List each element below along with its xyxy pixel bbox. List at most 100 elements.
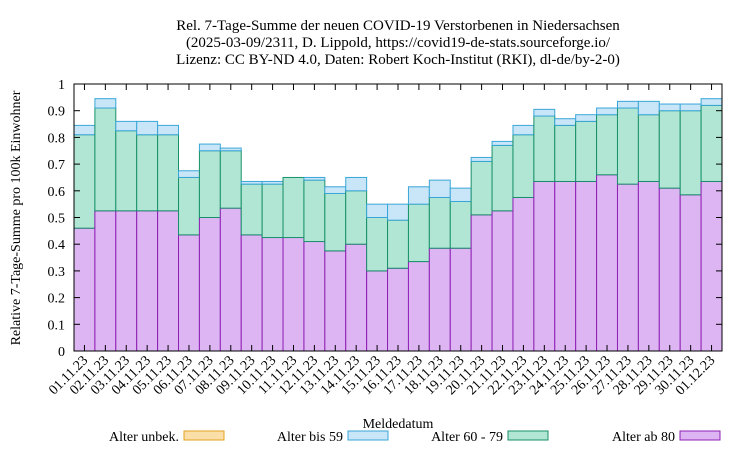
bar-alter-ab-80-30 — [700, 180, 723, 352]
bar-alter-60-79-19 — [470, 160, 493, 216]
bar-alter-bis-59-14 — [366, 203, 389, 218]
legend: Alter unbek. Alter bis 59 Alter 60 - 79 Alt… — [109, 430, 721, 445]
bar-alter-ab-80-22 — [533, 180, 556, 352]
bar-alter-60-79-14 — [366, 217, 389, 272]
bar-alter-ab-80-27 — [637, 180, 660, 352]
bar-alter-ab-80-17 — [428, 247, 451, 352]
bar-alter-ab-80-8 — [240, 234, 263, 352]
legend-label-alter-bis-59: Alter bis 59 — [277, 430, 343, 445]
bars-group — [73, 98, 723, 352]
bar-alter-ab-80-26 — [616, 183, 639, 352]
bar-alter-bis-59-7 — [219, 147, 242, 152]
bar-alter-ab-80-19 — [470, 214, 493, 352]
legend-swatch-alter-ab-80 — [679, 430, 721, 441]
bar-alter-bis-59-13 — [345, 176, 368, 192]
y-tick-label: 0.5 — [48, 212, 66, 227]
bar-alter-60-79-21 — [512, 134, 535, 198]
chart-title: Rel. 7-Tage-Summe der neuen COVID-19 Ver… — [176, 18, 620, 68]
bar-alter-60-79-9 — [261, 183, 284, 239]
bar-alter-ab-80-7 — [219, 207, 242, 352]
bar-alter-bis-59-11 — [303, 176, 326, 181]
legend-swatch-alter-bis-59 — [347, 430, 389, 441]
bar-alter-ab-80-15 — [387, 267, 409, 352]
bar-alter-bis-59-20 — [491, 140, 514, 146]
bar-alter-bis-59-19 — [470, 156, 493, 162]
bar-alter-60-79-0 — [73, 134, 96, 229]
bar-alter-60-79-8 — [240, 183, 263, 236]
bar-alter-60-79-4 — [157, 134, 180, 212]
y-tick-label: 0.1 — [48, 318, 66, 333]
bar-alter-60-79-24 — [575, 120, 598, 182]
bar-alter-bis-59-0 — [73, 124, 96, 136]
bar-alter-ab-80-2 — [115, 210, 138, 352]
bar-alter-ab-80-29 — [679, 194, 702, 352]
bar-alter-60-79-26 — [616, 107, 639, 185]
bar-alter-60-79-13 — [345, 190, 368, 245]
chart-title-line-2: (2025-03-09/2311, D. Lippold, https://co… — [186, 35, 611, 51]
bar-alter-60-79-3 — [136, 134, 159, 212]
bar-alter-ab-80-25 — [596, 174, 618, 352]
bar-alter-bis-59-23 — [554, 118, 577, 126]
bar-alter-bis-59-29 — [679, 103, 702, 112]
bar-alter-60-79-7 — [219, 150, 242, 209]
bar-alter-60-79-18 — [449, 200, 472, 249]
bar-alter-60-79-17 — [428, 196, 451, 249]
bar-alter-ab-80-16 — [407, 261, 430, 352]
y-tick-label: 0.4 — [48, 238, 66, 253]
legend-swatch-alter-60-79 — [507, 430, 549, 441]
chart-title-line-1: Rel. 7-Tage-Summe der neuen COVID-19 Ver… — [176, 18, 620, 34]
bar-alter-ab-80-1 — [94, 210, 117, 352]
chart-title-line-3: Lizenz: CC BY-ND 4.0, Daten: Robert Koch… — [176, 52, 620, 68]
bar-alter-bis-59-24 — [575, 114, 598, 122]
bar-alter-60-79-16 — [407, 203, 430, 263]
bar-alter-bis-59-3 — [136, 120, 159, 136]
legend-label-alter-60-79: Alter 60 - 79 — [431, 430, 503, 445]
bar-alter-60-79-30 — [700, 104, 723, 182]
bar-alter-ab-80-21 — [512, 196, 535, 352]
bar-alter-60-79-28 — [658, 110, 681, 189]
bar-alter-60-79-23 — [554, 124, 577, 182]
y-axis-label: Relative 7-Tage-Summe pro 100k Einwohner — [9, 90, 24, 345]
bar-alter-bis-59-15 — [387, 203, 409, 221]
bar-alter-60-79-15 — [387, 219, 409, 269]
bar-alter-ab-80-24 — [575, 180, 598, 352]
legend-label-alter-ab-80: Alter ab 80 — [612, 430, 675, 445]
bar-alter-ab-80-6 — [198, 217, 221, 352]
bar-alter-ab-80-0 — [73, 227, 96, 352]
bar-alter-bis-59-8 — [240, 180, 263, 185]
bar-alter-60-79-6 — [198, 150, 221, 218]
bar-alter-bis-59-5 — [178, 170, 200, 178]
bar-alter-bis-59-2 — [115, 120, 138, 132]
bar-alter-bis-59-22 — [533, 108, 556, 117]
bar-alter-60-79-25 — [596, 114, 618, 176]
bar-alter-bis-59-6 — [198, 143, 221, 152]
bar-alter-60-79-10 — [282, 176, 305, 239]
y-tick-label: 0.3 — [48, 265, 66, 280]
bar-alter-bis-59-21 — [512, 124, 535, 136]
bar-alter-bis-59-25 — [596, 107, 618, 116]
y-tick-label: 1 — [58, 78, 65, 93]
bar-alter-60-79-29 — [679, 110, 702, 196]
bar-alter-60-79-12 — [324, 192, 347, 252]
bar-alter-ab-80-11 — [303, 241, 326, 352]
bar-alter-ab-80-4 — [157, 210, 180, 352]
bar-alter-bis-59-1 — [94, 98, 117, 109]
bar-alter-ab-80-14 — [366, 270, 389, 352]
legend-swatch-alter-unbek- — [183, 430, 225, 441]
legend-label-alter-unbek-: Alter unbek. — [109, 430, 179, 445]
bar-alter-ab-80-23 — [554, 180, 577, 352]
bar-alter-bis-59-16 — [407, 186, 430, 205]
y-tick-label: 0.9 — [48, 105, 66, 120]
y-tick-label: 0.7 — [48, 158, 66, 173]
bar-alter-60-79-20 — [491, 144, 514, 212]
y-tick-label: 0.6 — [48, 185, 66, 200]
bar-alter-bis-59-9 — [261, 180, 284, 185]
bar-alter-bis-59-28 — [658, 103, 681, 112]
bar-alter-60-79-22 — [533, 115, 556, 182]
bar-alter-bis-59-12 — [324, 186, 347, 194]
bar-alter-60-79-2 — [115, 130, 138, 212]
bar-alter-ab-80-5 — [178, 234, 200, 352]
bar-alter-ab-80-28 — [658, 187, 681, 352]
